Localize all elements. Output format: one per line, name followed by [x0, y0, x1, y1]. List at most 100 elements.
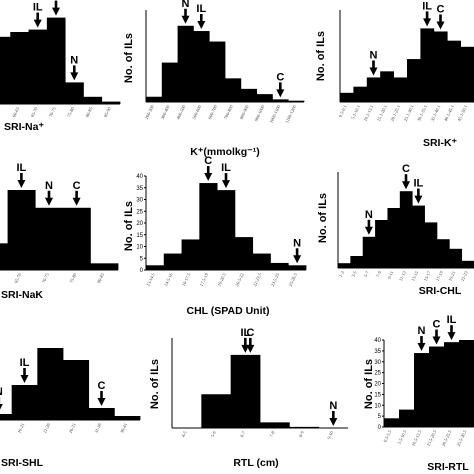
- x-tick-label: 10.5-15.5: [411, 429, 423, 447]
- histogram-bar: [340, 92, 354, 102]
- x-tick-label: 75-80: [66, 106, 75, 118]
- marker-label: IL: [196, 3, 206, 15]
- histogram-bar: [444, 342, 460, 427]
- y-tick-label: 20: [136, 221, 143, 227]
- x-tick-label: 65-70: [13, 272, 22, 284]
- histogram-bar: [460, 46, 474, 102]
- marker-arrow-icon: [97, 398, 106, 406]
- x-tick-label: 1100-1200: [284, 104, 297, 124]
- histogram-bar: [387, 208, 401, 268]
- y-tick-label: 35: [374, 349, 381, 355]
- x-tick-label: 700-800: [223, 104, 234, 120]
- marker-label: C: [402, 163, 410, 175]
- histogram-bar: [181, 239, 200, 270]
- histogram-panel: 1-3 3-5 5-7 7-9 9-11 11-13 13-15 15-17 17-19 19-2…: [317, 163, 474, 297]
- histogram-bar: [288, 265, 307, 270]
- x-tick-label: 85-90: [103, 106, 112, 118]
- y-tick-label: 0: [140, 268, 144, 274]
- histogram-bar: [199, 183, 218, 270]
- marker-label: N: [70, 54, 78, 66]
- x-axis-title: SRI-CHL: [419, 285, 462, 297]
- marker-label: C: [246, 327, 254, 339]
- x-axis-title: RTL (cm): [233, 457, 278, 469]
- marker-label: IL: [413, 178, 423, 190]
- histogram-bar: [420, 28, 435, 102]
- y-axis-title: No. of ILs: [149, 359, 161, 409]
- marker-arrow-shaft: [249, 337, 252, 346]
- marker-label: IL: [422, 0, 432, 12]
- histogram-bar: [35, 207, 64, 270]
- marker-label: IL: [17, 162, 27, 174]
- histogram-bar: [46, 17, 66, 105]
- histogram-panel: 4-5 5-6 6-7 7-8 8-9 9-10 ILC N RTL (cm) No. of IL…: [149, 327, 348, 469]
- x-tick-label: 8-9: [298, 430, 305, 438]
- x-tick-label: 65-70: [30, 106, 39, 118]
- x-tick-label: 60-65: [11, 106, 20, 118]
- x-tick-label: 200-300: [144, 104, 155, 120]
- y-tick-label: 30: [136, 198, 143, 204]
- histogram-panel: 60-65 65-70 70-75 75-80 80-85 85-90 IL C N SRI-Na…: [0, 0, 121, 133]
- marker-label: IL: [33, 2, 43, 14]
- histogram-bar: [350, 256, 364, 268]
- x-tick-label: 10.1-15.1: [363, 104, 375, 122]
- y-tick-label: 10: [136, 245, 143, 251]
- x-tick-label: 19-21: [447, 270, 456, 282]
- x-tick-label: 5-6: [210, 430, 217, 438]
- x-tick-label: 800-900: [239, 104, 250, 120]
- histogram-bar: [83, 96, 103, 104]
- marker-arrow-shaft: [279, 82, 282, 91]
- marker-arrow-icon: [20, 375, 29, 383]
- histogram-bar: [7, 190, 36, 270]
- marker-arrow-shaft: [224, 173, 228, 182]
- histogram-bar: [380, 71, 394, 102]
- histogram-bar: [163, 253, 182, 270]
- marker-arrow-icon: [329, 418, 338, 426]
- marker-label: C: [433, 319, 441, 331]
- marker-arrow-icon: [423, 18, 432, 27]
- marker-arrow-shaft: [420, 336, 423, 345]
- marker-arrow-shaft: [100, 391, 103, 399]
- histogram-bar: [0, 414, 13, 420]
- histogram-bar: [260, 422, 290, 428]
- x-tick-label: 26-31: [68, 422, 77, 434]
- marker-label: IL: [240, 327, 250, 339]
- histogram-bar: [436, 239, 450, 268]
- histogram-bar: [209, 41, 226, 102]
- histogram-bar: [362, 236, 376, 268]
- x-axis-title: SRI-K⁺: [423, 137, 458, 149]
- histogram-bar: [424, 222, 438, 268]
- histogram-bar: [217, 190, 236, 270]
- marker-label: C: [276, 71, 284, 83]
- histogram-bar: [193, 31, 210, 102]
- x-tick-label: 1-3: [338, 270, 345, 278]
- x-tick-label: 7-9: [375, 270, 382, 278]
- x-tick-label: 20.1-25.1: [389, 104, 401, 122]
- marker-label: C: [52, 0, 60, 2]
- x-tick-label: 21-23: [460, 270, 469, 282]
- histogram-bar: [461, 260, 474, 268]
- marker-arrow-icon: [402, 181, 410, 190]
- histogram-bar: [272, 99, 289, 102]
- histogram-bar: [146, 96, 163, 102]
- x-tick-label: 20.5-22: [234, 272, 244, 287]
- y-axis-title: No. of ILs: [317, 193, 329, 243]
- histogram-bar: [114, 416, 141, 420]
- marker-label: IL: [20, 357, 30, 369]
- histogram-bar: [0, 243, 8, 270]
- x-axis-title: SRI-NaK: [1, 289, 43, 301]
- y-axis-title: No. of ILs: [315, 31, 327, 81]
- marker-label: C: [437, 3, 445, 15]
- x-tick-label: 16-17.5: [181, 272, 192, 287]
- y-axis-title: No. of ILs: [123, 33, 135, 83]
- x-tick-label: 31-36: [93, 422, 102, 434]
- histogram-bar: [11, 385, 38, 420]
- histogram-bar: [65, 82, 84, 104]
- x-tick-label: 22-23.5: [252, 272, 263, 287]
- x-tick-label: 5.1-10.1: [350, 104, 361, 120]
- x-tick-label: 80-85: [85, 106, 94, 118]
- histogram-bar: [201, 394, 232, 428]
- marker-label: IL: [221, 162, 231, 174]
- x-tick-label: 600-700: [207, 104, 218, 120]
- histogram-bar: [412, 205, 425, 268]
